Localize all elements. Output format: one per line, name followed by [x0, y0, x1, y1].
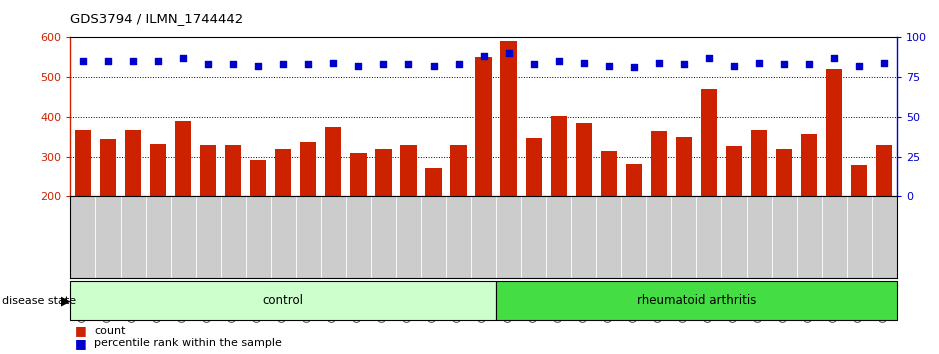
Point: [451, 61, 466, 67]
Bar: [275, 149, 291, 196]
Text: disease state: disease state: [2, 296, 76, 306]
Bar: [425, 168, 441, 196]
Bar: [576, 123, 592, 196]
Bar: [300, 142, 316, 196]
Bar: [70, 281, 496, 320]
Bar: [200, 145, 216, 196]
Point: [802, 61, 817, 67]
Point: [75, 58, 90, 64]
Point: [701, 55, 716, 61]
Point: [877, 60, 892, 65]
Bar: [225, 145, 241, 196]
Point: [626, 64, 641, 70]
Text: count: count: [94, 326, 126, 336]
Bar: [601, 151, 617, 196]
Bar: [526, 137, 542, 196]
Point: [126, 58, 141, 64]
Bar: [776, 149, 793, 196]
Bar: [400, 145, 417, 196]
Bar: [376, 149, 392, 196]
Point: [251, 63, 266, 69]
Point: [426, 63, 441, 69]
Text: control: control: [263, 295, 303, 307]
Point: [150, 58, 165, 64]
Bar: [100, 139, 116, 196]
Point: [501, 50, 516, 56]
Point: [300, 61, 316, 67]
Bar: [496, 281, 897, 320]
Bar: [475, 57, 492, 196]
Bar: [826, 69, 842, 196]
Point: [326, 60, 341, 65]
Bar: [851, 165, 868, 196]
Point: [201, 61, 216, 67]
Point: [476, 53, 491, 59]
Bar: [801, 134, 817, 196]
Point: [852, 63, 867, 69]
Point: [351, 63, 366, 69]
Point: [751, 60, 766, 65]
Bar: [500, 41, 516, 196]
Bar: [350, 153, 366, 196]
Bar: [751, 130, 767, 196]
Bar: [676, 137, 692, 196]
Point: [376, 61, 391, 67]
Text: GDS3794 / ILMN_1744442: GDS3794 / ILMN_1744442: [70, 12, 244, 25]
Point: [526, 61, 541, 67]
Text: percentile rank within the sample: percentile rank within the sample: [94, 338, 282, 348]
Bar: [651, 131, 667, 196]
Bar: [175, 121, 192, 196]
Point: [727, 63, 742, 69]
Bar: [150, 144, 166, 196]
Point: [652, 60, 667, 65]
Bar: [726, 146, 742, 196]
Bar: [451, 145, 467, 196]
Point: [777, 61, 792, 67]
Bar: [876, 145, 892, 196]
Bar: [250, 160, 267, 196]
Bar: [75, 130, 91, 196]
Point: [225, 61, 240, 67]
Point: [676, 61, 691, 67]
Text: ▶: ▶: [61, 295, 70, 307]
Point: [276, 61, 291, 67]
Bar: [550, 116, 567, 196]
Point: [176, 55, 191, 61]
Bar: [625, 164, 642, 196]
Text: ■: ■: [75, 337, 87, 350]
Point: [401, 61, 416, 67]
Bar: [125, 130, 141, 196]
Point: [601, 63, 616, 69]
Point: [577, 60, 592, 65]
Point: [551, 58, 566, 64]
Point: [826, 55, 841, 61]
Point: [100, 58, 115, 64]
Text: ■: ■: [75, 325, 87, 337]
Text: rheumatoid arthritis: rheumatoid arthritis: [637, 295, 756, 307]
Bar: [325, 127, 342, 196]
Bar: [700, 89, 717, 196]
